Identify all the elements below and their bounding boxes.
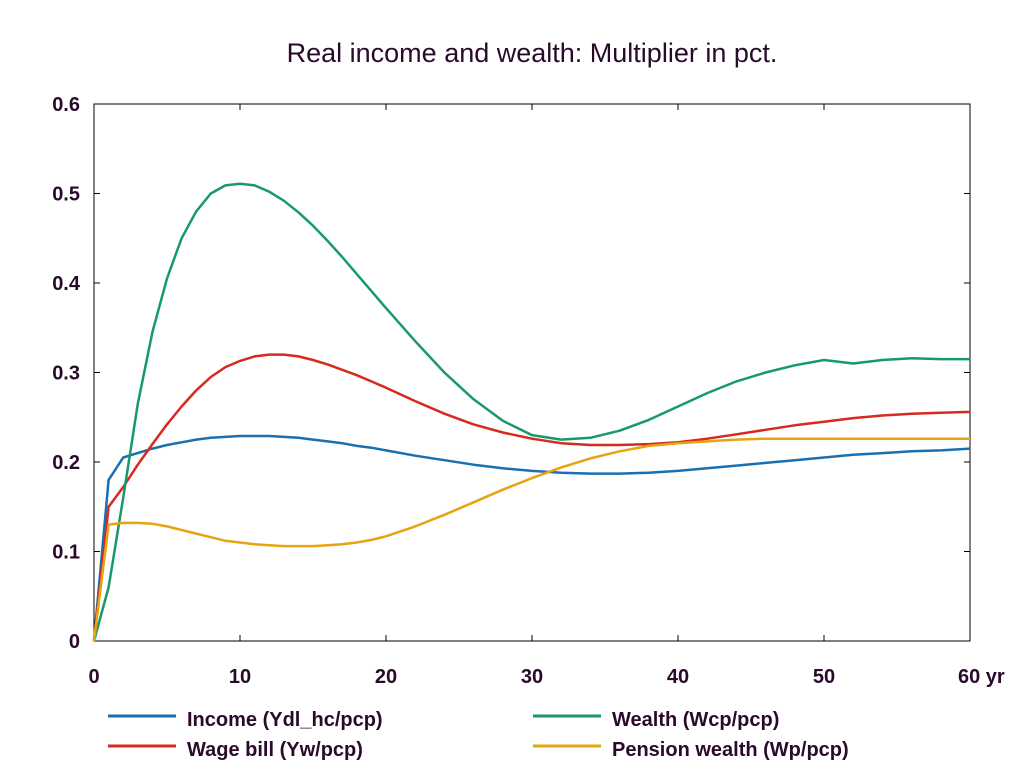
x-tick-label: 60 yr: [958, 666, 1005, 688]
x-tick-label: 40: [667, 666, 689, 688]
axes: 0 0.1 0.2 0.3 0.4 0.5 0.6 0 10 20 30 40 50 60 yr: [52, 94, 1005, 688]
series-line-wage: [92, 353, 971, 642]
y-tick-label: 0: [69, 631, 80, 653]
legend-label: Pension wealth (Wp/pcp): [612, 739, 849, 761]
x-tick-label: 20: [375, 666, 397, 688]
y-tick-label: 0.6: [52, 94, 80, 116]
x-tick-label: 0: [88, 666, 99, 688]
legend: Income (Ydl_hc/pcp) Wage bill (Yw/pcp) Wea…: [108, 709, 849, 761]
y-tick-label: 0.4: [52, 273, 81, 295]
series-line-income: [92, 434, 971, 642]
legend-label: Wage bill (Yw/pcp): [187, 739, 363, 761]
y-tick-label: 0.1: [52, 542, 80, 564]
x-tick-label: 30: [521, 666, 543, 688]
series-line-pension: [92, 437, 970, 642]
legend-label: Wealth (Wcp/pcp): [612, 709, 779, 731]
series-lines: [92, 182, 971, 642]
legend-label: Income (Ydl_hc/pcp): [187, 709, 383, 731]
chart-title: Real income and wealth: Multiplier in pc…: [287, 38, 778, 68]
series-line-wealth: [92, 182, 970, 642]
x-tick-label: 10: [229, 666, 251, 688]
y-tick-label: 0.5: [52, 184, 80, 206]
y-tick-label: 0.2: [52, 452, 80, 474]
y-tick-label: 0.3: [52, 363, 80, 385]
x-tick-label: 50: [813, 666, 835, 688]
